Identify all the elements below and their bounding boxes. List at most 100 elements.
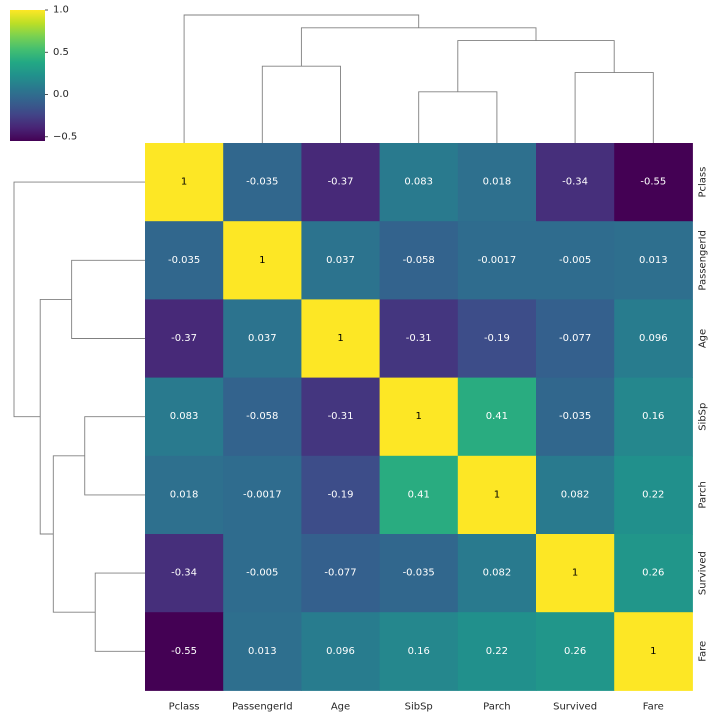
heatmap-cell [379,377,459,457]
heatmap-cell [614,221,693,300]
cell-annotation: 0.018 [170,489,199,500]
cell-annotation: 0.013 [248,646,277,657]
heatmap-cell [145,534,224,613]
cell-annotation: 1 [181,177,187,188]
y-tick-label: Survived [697,551,708,595]
cell-annotation: -0.55 [171,646,197,657]
heatmap-cell [536,534,615,613]
heatmap-cell [223,534,302,613]
heatmap-cell [301,534,381,613]
y-tick-label: SibSp [697,403,708,431]
heatmap-cell [223,455,302,535]
heatmap-cell [223,143,302,222]
heatmap-cell [457,612,537,691]
dendrogram-link [94,572,145,652]
heatmap-cell [614,612,693,691]
cell-annotation: 0.26 [642,568,664,579]
heatmap-cell [379,612,459,691]
heatmap-cell [457,143,537,222]
dendrogram-link [418,91,498,143]
cell-annotation: -0.058 [403,255,435,266]
cell-annotation: -0.035 [559,411,591,422]
heatmap-cell [536,143,615,222]
cell-annotation: -0.058 [246,411,278,422]
dendrogram-link [183,14,420,143]
cell-annotation: -0.005 [559,255,591,266]
cell-annotation: -0.0017 [243,489,282,500]
cell-annotation: -0.0017 [478,255,517,266]
heatmap-cell [614,377,693,457]
heatmap-cell [536,221,615,300]
heatmap-cell [379,143,459,222]
cell-annotation: -0.34 [562,177,588,188]
heatmap-cell [536,299,615,379]
cell-annotation: 0.083 [170,411,199,422]
colorbar-tick-label: 0.0 [53,89,69,100]
x-tick-labels: Pclass PassengerId Age SibSp Parch Survived Fa… [169,701,664,712]
heatmap-cell [301,221,381,300]
heatmap-cell [457,534,537,613]
row-dendrogram [13,181,145,652]
y-tick-label: Parch [697,481,708,508]
heatmap-cell [379,299,459,379]
cell-annotation: -0.31 [328,411,354,422]
cell-annotation: 0.096 [639,333,668,344]
heatmap-cell [614,143,693,222]
dendrogram-link [39,298,72,535]
cell-annotation: -0.035 [403,568,435,579]
cell-annotation: 1 [494,489,500,500]
x-tick-label: Fare [643,701,664,712]
dendrogram-link [13,181,145,418]
heatmap-cell [145,221,224,300]
heatmap-cell [223,299,302,379]
cell-annotation: 0.22 [642,489,664,500]
cell-annotation: -0.035 [168,255,200,266]
heatmap-cell [614,299,693,379]
heatmap-cell [301,455,381,535]
y-tick-label: Age [697,329,708,348]
cell-annotation: 0.41 [486,411,508,422]
y-tick-labels: Pclass PassengerId Age SibSp Parch Survived Fa… [697,167,708,662]
cell-annotation: -0.19 [484,333,510,344]
heatmap-cell [614,455,693,535]
cell-annotation: 0.082 [483,568,512,579]
cell-annotation: 0.083 [404,177,433,188]
dendrogram-link [300,27,537,67]
x-tick-label: Parch [483,701,510,712]
colorbar-tick-label: 0.5 [53,47,69,58]
heatmap-cell [379,221,459,300]
cell-annotation: -0.077 [559,333,591,344]
cell-annotation: 0.096 [326,646,355,657]
cell-annotation: 0.16 [642,411,664,422]
x-tick-label: Survived [553,701,597,712]
cell-annotation: 0.082 [561,489,590,500]
heatmap-cell [614,534,693,613]
heatmap-cell [457,221,537,300]
cell-annotation: 0.22 [486,646,508,657]
heatmap-cell [457,377,537,457]
colorbar-tick-label: 1.0 [53,5,69,16]
cell-annotation: 0.013 [639,255,668,266]
heatmap-cell [145,299,224,379]
y-tick-label: PassengerId [697,230,708,291]
cell-annotation: -0.005 [246,568,278,579]
heatmap-cell [379,455,459,535]
heatmap-cell [301,143,381,222]
column-dendrogram [183,14,654,143]
heatmap-cell [145,143,224,222]
cell-annotation: 0.16 [408,646,430,657]
cell-annotation: 1 [259,255,265,266]
heatmap-cell [536,612,615,691]
heatmap-cell [145,455,224,535]
cell-annotation: -0.19 [328,489,354,500]
cell-annotation: 1 [416,411,422,422]
colorbar-tick-label: −0.5 [53,131,77,142]
heatmap-cell [301,612,381,691]
heatmap-cell [223,377,302,457]
cell-annotation: 0.26 [564,646,586,657]
cell-annotation: 0.037 [326,255,355,266]
y-tick-label: Pclass [697,167,708,198]
heatmap-cell [536,377,615,457]
